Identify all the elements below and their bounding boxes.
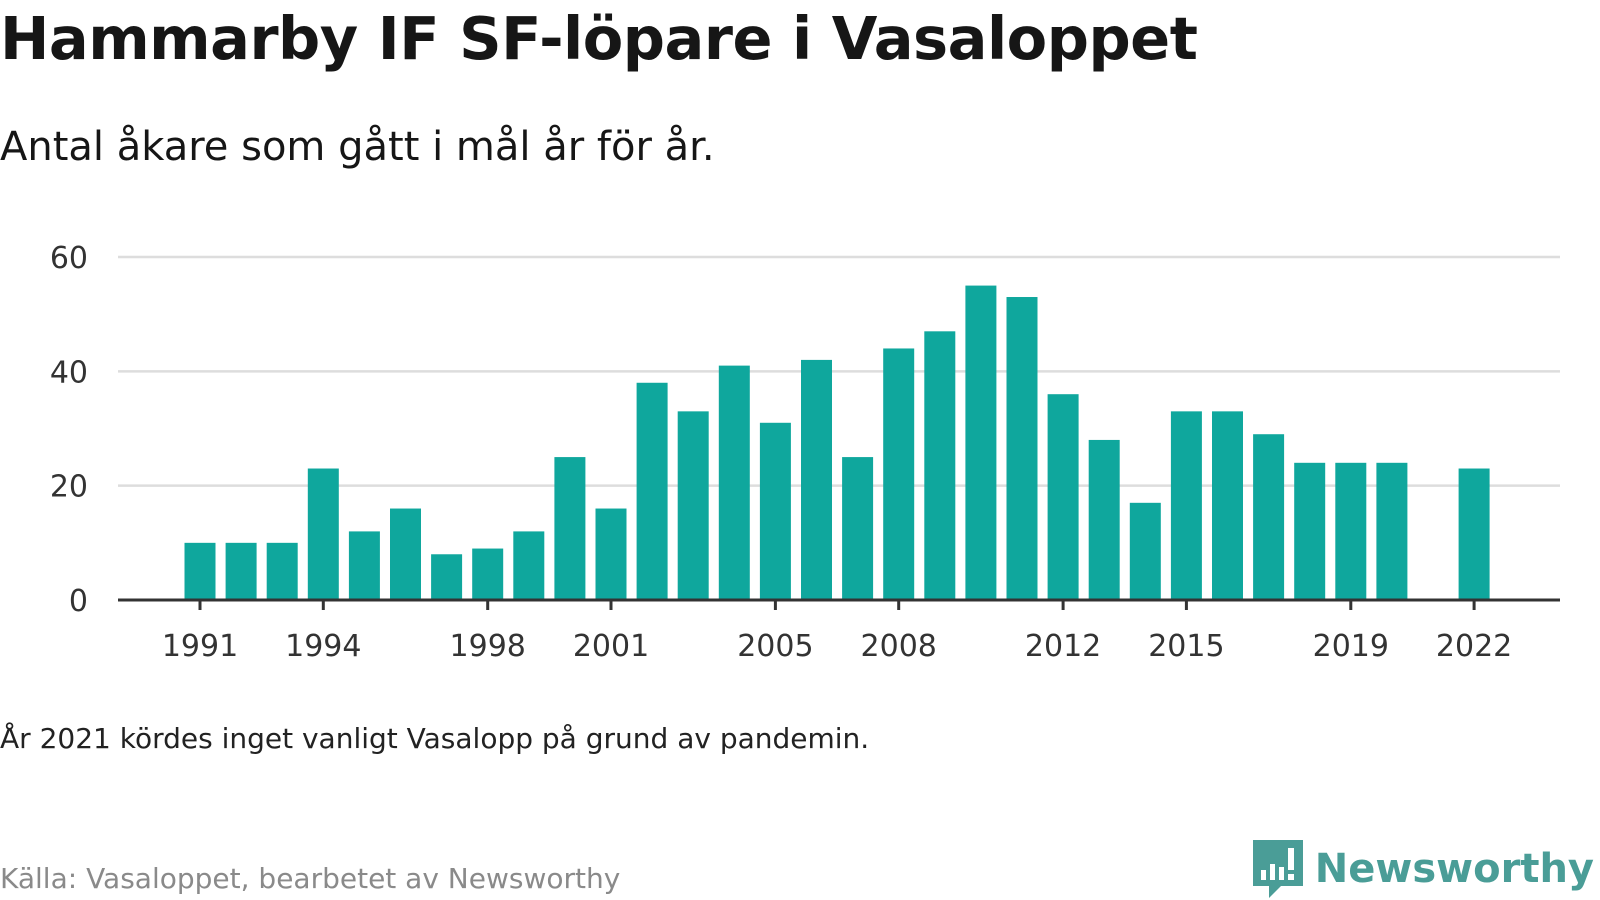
x-tick-label: 2001 [573,629,649,664]
bar-1993 [266,542,298,600]
bar-2005 [759,422,791,600]
bar-2015 [1170,411,1202,600]
chart-note: År 2021 kördes inget vanligt Vasalopp på… [0,722,870,755]
x-tick-label: 2005 [737,629,813,664]
y-tick-label: 20 [50,470,88,505]
y-tick-label: 0 [69,584,88,619]
bar-1994 [307,468,339,600]
bar-1996 [390,508,421,600]
bar-2014 [1129,502,1161,600]
y-axis-ticks: 0 20 40 60 [50,241,88,619]
x-tick-label: 2008 [861,629,937,664]
bar-2007 [842,457,874,600]
chart-subtitle: Antal åkare som gått i mål år för år. [0,124,715,170]
x-tick-label: 2022 [1436,629,1512,664]
bar-2004 [718,365,750,600]
chart-title: Hammarby IF SF-löpare i Vasaloppet [0,4,1198,73]
bar-2010 [965,285,997,600]
bar-1992 [225,542,257,600]
bar-2002 [636,382,668,600]
brand-name: Newsworthy [1314,846,1594,892]
bar-1999 [513,531,545,600]
x-tick-label: 2019 [1313,629,1389,664]
bar-2017 [1253,434,1285,600]
gridlines [118,255,1560,487]
x-tick-label: 2015 [1148,629,1224,664]
newsworthy-logo-icon [1252,840,1303,898]
bar-2006 [801,359,832,600]
bar-1997 [431,554,463,600]
bar-2003 [677,411,709,600]
bar-2019 [1335,462,1367,600]
x-tick-label: 2012 [1025,629,1101,664]
bar-1991 [184,542,216,600]
bar-2011 [1006,297,1038,600]
bar-2000 [554,457,586,600]
bar-2016 [1212,411,1243,600]
bars [184,285,1490,600]
x-axis-ticks: 1991 1994 1998 2001 2005 2008 2012 2015 2019 2022 [162,600,1512,664]
source-credit: Källa: Vasaloppet, bearbetet av Newswort… [0,862,621,895]
newsworthy-brand: Newsworthy [1252,840,1594,898]
bar-2013 [1088,439,1120,600]
y-tick-label: 60 [50,241,88,276]
bar-2012 [1047,394,1079,600]
bar-2009 [924,331,956,600]
bar-2020 [1376,462,1408,600]
bar-1998 [472,548,504,600]
bar-2008 [883,348,915,600]
bar-2018 [1294,462,1326,600]
x-tick-label: 1994 [285,629,361,664]
bar-2022 [1458,468,1490,600]
bar-2001 [595,508,627,600]
x-tick-label: 1998 [450,629,526,664]
y-tick-label: 40 [50,355,88,390]
x-tick-label: 1991 [162,629,238,664]
bar-1995 [348,531,380,600]
bar-chart: 1991 1994 1998 2001 2005 2008 2012 2015 2019 2022… [50,241,1560,664]
